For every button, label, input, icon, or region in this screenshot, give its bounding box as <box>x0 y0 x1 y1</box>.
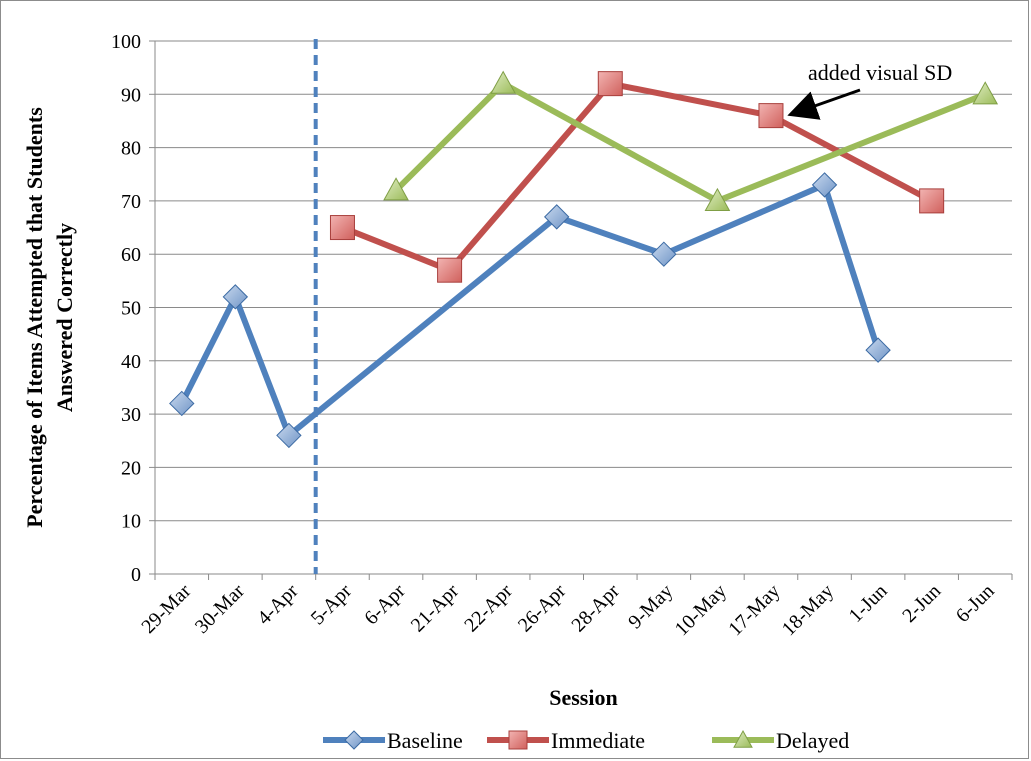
data-point-delayed <box>972 81 999 105</box>
series-baseline <box>169 172 891 449</box>
data-point-immediate <box>758 103 784 129</box>
x-tick-label: 21-Apr <box>407 580 464 637</box>
y-tick-label: 10 <box>121 511 141 533</box>
y-tick-label: 100 <box>111 31 141 53</box>
y-tick-label: 90 <box>121 84 141 106</box>
y-tick-label: 80 <box>121 138 141 160</box>
series-group <box>169 70 999 449</box>
x-tick-label: 22-Apr <box>460 580 517 637</box>
x-tick-label: 4-Apr <box>253 580 303 630</box>
x-tick-label: 6-Apr <box>360 580 410 630</box>
data-point-baseline <box>276 422 302 449</box>
data-point-delayed <box>490 70 517 94</box>
data-point-immediate <box>329 215 355 241</box>
x-tick-label: 29-Mar <box>137 580 195 638</box>
y-tick-label: 40 <box>121 351 141 373</box>
legend-label: Immediate <box>551 728 645 753</box>
x-tick-label: 28-Apr <box>567 580 624 637</box>
annotation-arrow <box>787 88 861 120</box>
data-point-baseline <box>651 241 677 267</box>
legend-item-delayed: Delayed <box>712 728 849 753</box>
y-tick-label: 0 <box>131 564 141 586</box>
y-tick-label: 30 <box>121 404 141 426</box>
series-delayed <box>383 70 999 211</box>
data-point-immediate <box>437 257 463 283</box>
series-line-delayed <box>393 80 989 204</box>
x-tick-label: 2-Jun <box>898 580 945 627</box>
grid-lines <box>149 40 1012 575</box>
legend-item-immediate: Immediate <box>487 728 645 753</box>
y-axis-title-line1: Percentage of Items Attempted that Stude… <box>22 107 47 528</box>
legend-swatch-marker <box>344 730 364 750</box>
x-tick-label: 18-May <box>778 580 838 640</box>
legend-label: Delayed <box>776 728 849 753</box>
x-tick-label: 1-Jun <box>845 580 892 627</box>
x-tick-label: 30-Mar <box>191 580 249 638</box>
data-point-immediate <box>919 188 945 214</box>
data-point-baseline <box>222 284 249 310</box>
data-point-baseline <box>544 204 570 230</box>
x-tick-label: 17-May <box>724 580 784 640</box>
y-tick-labels: 0 10 20 30 40 50 60 70 80 90 100 <box>111 31 141 586</box>
x-tick-label: 26-Apr <box>514 580 571 637</box>
annotation-group: added visual SD <box>787 60 952 120</box>
x-tick-label: 10-May <box>671 580 731 640</box>
x-tick-label: 9-May <box>624 580 677 633</box>
data-point-delayed <box>383 177 409 201</box>
x-axis-title: Session <box>549 685 617 710</box>
data-point-baseline <box>865 337 891 363</box>
legend-swatch-marker <box>733 729 753 748</box>
data-point-immediate <box>597 71 623 97</box>
x-tick-label: 5-Apr <box>307 580 357 630</box>
data-point-baseline <box>811 172 838 198</box>
y-tick-label: 70 <box>121 191 141 213</box>
legend-label: Baseline <box>387 728 463 753</box>
y-axis-title-line2: Answered Correctly <box>52 223 77 412</box>
data-point-delayed <box>704 187 731 211</box>
x-tick-label: 6-Jun <box>952 580 999 627</box>
y-tick-label: 20 <box>121 457 141 479</box>
series-immediate <box>329 71 945 283</box>
axes <box>154 41 1013 580</box>
series-line-baseline <box>178 181 882 439</box>
annotation-label: added visual SD <box>808 60 952 85</box>
data-point-baseline <box>169 390 195 417</box>
legend: Baseline Immediate Delayed <box>323 728 849 753</box>
y-tick-label: 50 <box>121 298 141 320</box>
legend-swatch-marker <box>508 730 528 750</box>
y-tick-label: 60 <box>121 244 141 266</box>
legend-item-baseline: Baseline <box>323 728 463 753</box>
